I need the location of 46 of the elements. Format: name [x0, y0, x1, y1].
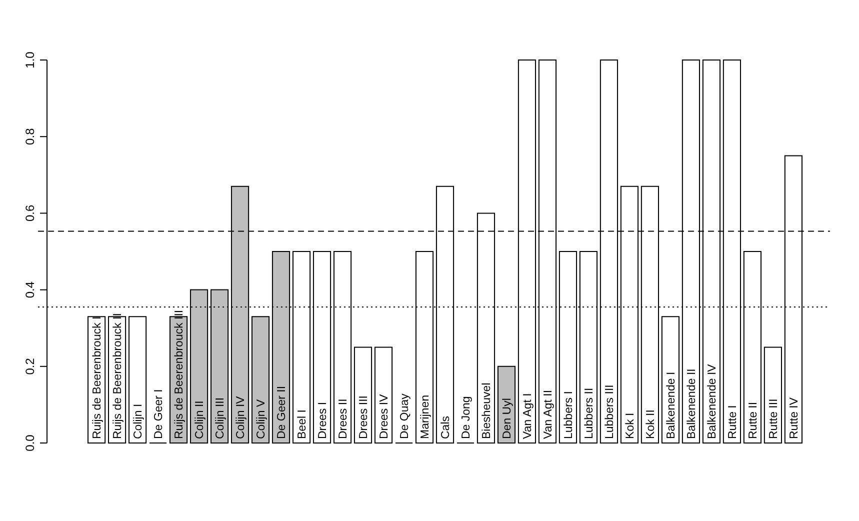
x-tick-label: Ruijs de Beerenbrouck III [174, 310, 186, 439]
x-tick-label: Drees I [317, 402, 330, 439]
x-tick-label: Drees IV [378, 394, 391, 439]
x-tick-label: Van Agt I [522, 393, 534, 439]
x-tick-label: Ruijs de Beerenbrouck II [112, 313, 124, 439]
x-tick-label: De Quay [399, 393, 412, 439]
bar [251, 316, 270, 444]
x-tick-label: Rutte I [726, 405, 739, 439]
x-tick-label: Balkenende II [686, 368, 698, 439]
x-tick-label: De Geer II [276, 386, 288, 439]
y-tick-label: 1.0 [23, 51, 37, 68]
x-tick-label: Beel I [296, 410, 309, 439]
bar [374, 346, 393, 444]
x-tick-label: Colijn III [214, 397, 227, 439]
x-tick-label: Colijn IV [235, 396, 248, 439]
x-tick-label: Drees II [338, 398, 350, 439]
x-tick-label: Biesheuvel [480, 382, 493, 439]
x-tick-label: Rutte III [768, 398, 780, 439]
bar [128, 316, 147, 444]
x-tick-label: Colijn I [132, 404, 145, 439]
bar [354, 346, 372, 444]
x-tick-label: Balkenende IV [706, 364, 718, 439]
x-tick-label: De Jong [460, 396, 472, 439]
x-tick-label: Colijn II [194, 400, 206, 439]
x-tick-label: Kok II [644, 410, 657, 439]
x-tick-label: Rutte IV [788, 397, 800, 439]
y-tick-label: 0.2 [23, 358, 37, 375]
x-tick-label: Van Agt II [542, 390, 554, 439]
x-tick-label: Rutte II [747, 402, 760, 439]
x-tick-label: Kok I [624, 412, 636, 439]
x-tick-label: Colijn V [256, 399, 268, 439]
x-tick-label: Den Uyl [501, 398, 514, 439]
y-tick-label: 0.8 [23, 128, 37, 145]
x-tick-label: Lubbers II [583, 388, 596, 439]
x-tick-label: Cals [440, 416, 452, 439]
x-tick-label: Balkenende I [665, 372, 678, 439]
x-tick-label: Marijnen [420, 394, 432, 439]
x-tick-label: Lubbers III [604, 384, 616, 439]
y-tick-label: 0.4 [23, 281, 37, 298]
x-tick-label: De Geer I [153, 389, 166, 439]
x-tick-label: Drees III [358, 396, 370, 439]
y-tick-label: 0.6 [23, 204, 37, 222]
x-tick-label: Ruijs de Beerenbrouck I [92, 316, 104, 439]
y-tick-label: 0.0 [23, 434, 37, 452]
x-tick-label: Lubbers I [562, 391, 575, 439]
bar [764, 346, 782, 444]
